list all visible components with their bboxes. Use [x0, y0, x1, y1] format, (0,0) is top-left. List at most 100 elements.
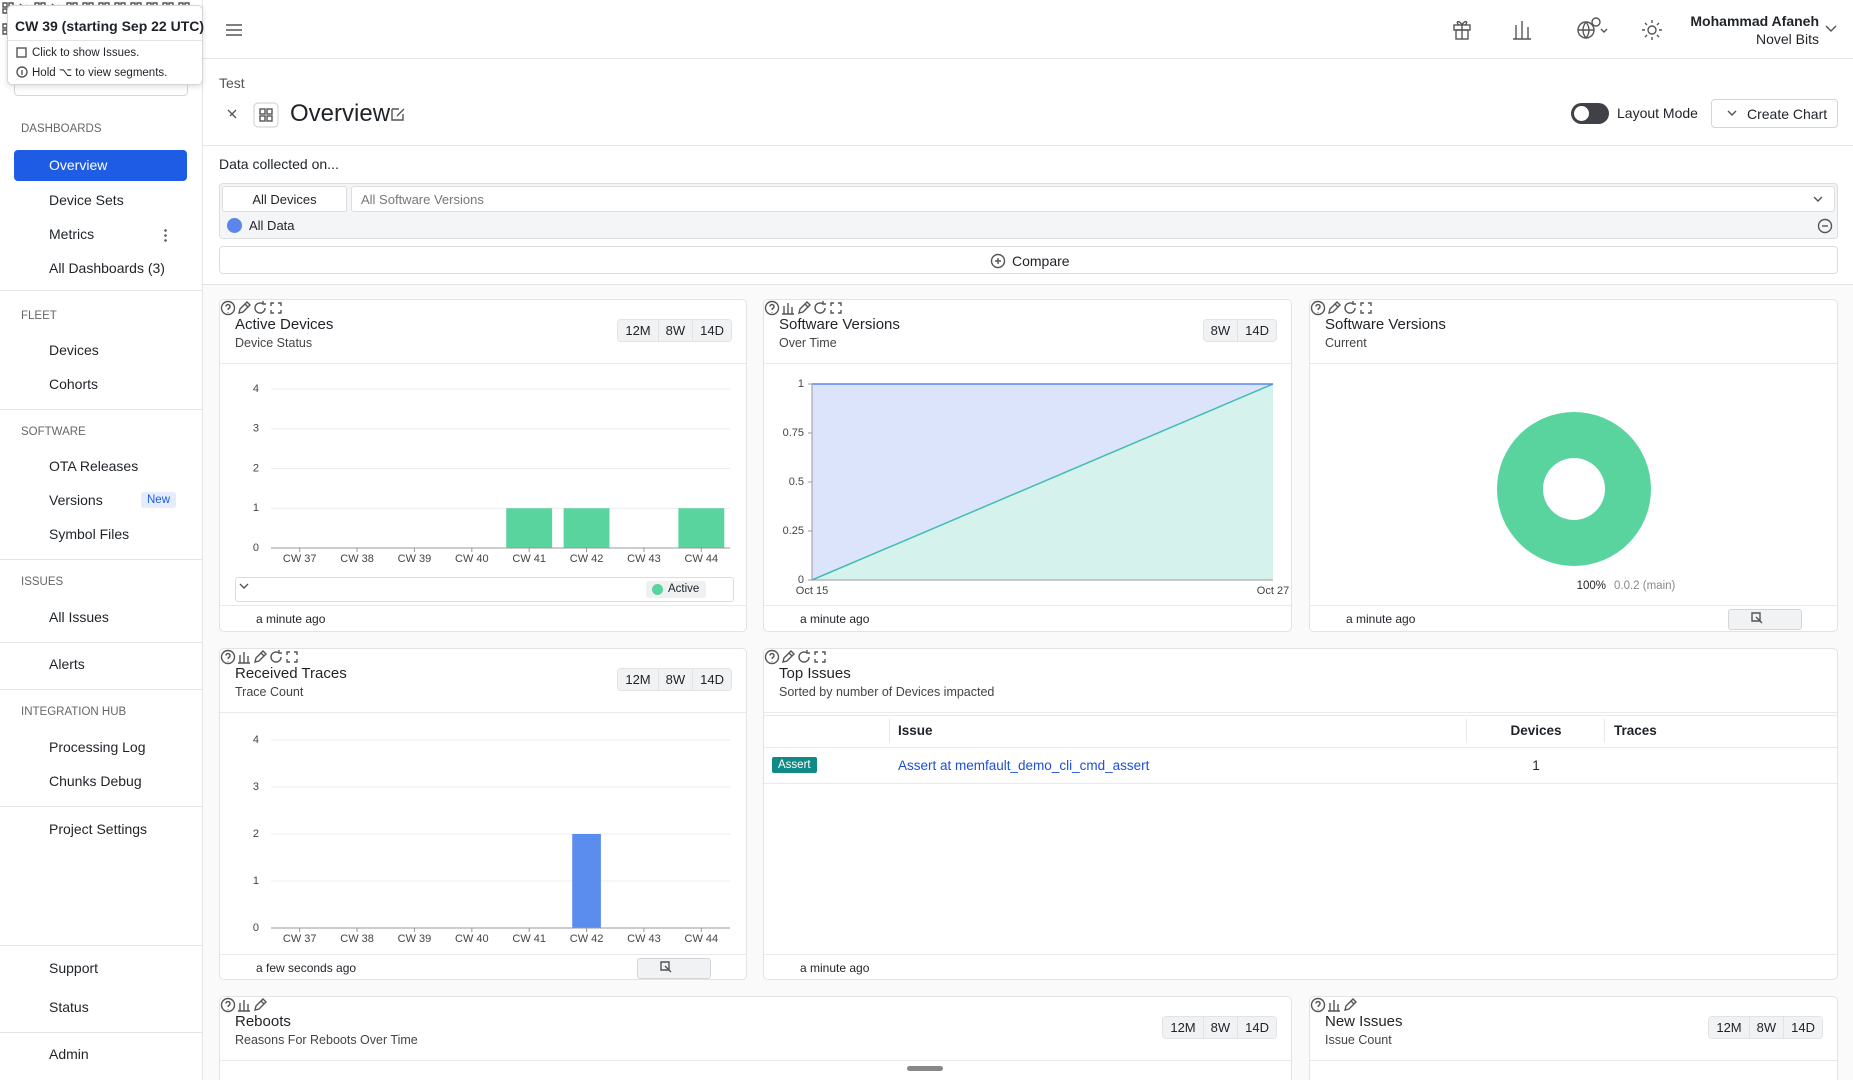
drilldown-button[interactable]: Drilldown	[1727, 609, 1802, 630]
legend-label: Active	[668, 583, 700, 595]
range-button[interactable]: 8W	[1203, 320, 1238, 341]
footer-divider	[764, 605, 1291, 606]
devices-select[interactable]: All Devices	[222, 186, 347, 212]
icon-path	[238, 652, 250, 664]
range-button[interactable]: 8W	[657, 320, 693, 341]
nav-item[interactable]: Support	[49, 960, 99, 976]
nav-item[interactable]: Admin	[49, 1046, 89, 1062]
nav-item[interactable]: Status	[49, 999, 89, 1015]
drilldown-button[interactable]: Drilldown	[636, 958, 711, 979]
segment-label[interactable]: All Data	[249, 218, 295, 233]
icon-path	[1360, 302, 1372, 314]
widget-subtitle: Device Status	[235, 336, 313, 350]
slice-value-label: 100%	[1577, 580, 1606, 592]
nav-item[interactable]: All Issues	[49, 609, 109, 625]
layout-toggle[interactable]	[1571, 103, 1609, 124]
nav-item[interactable]: OTA Releases	[49, 458, 139, 474]
create-chart-button[interactable]: Create Chart	[1711, 99, 1838, 128]
nav-item[interactable]: Chunks Debug	[49, 773, 142, 789]
range-button[interactable]: 12M	[1163, 1017, 1203, 1038]
compare-label: Compare	[1012, 253, 1070, 269]
x-tick-label: CW 41	[512, 933, 546, 945]
edit-title[interactable]	[390, 106, 406, 122]
nav-item[interactable]: Overview	[49, 157, 108, 173]
y-tick-label: 0	[253, 542, 259, 554]
header-divider	[1310, 363, 1837, 364]
edit-widget	[238, 301, 251, 314]
title-icons[interactable]	[224, 102, 284, 128]
range-button[interactable]: 14D	[1237, 320, 1276, 341]
legend-item[interactable]: Active	[646, 581, 707, 598]
nav-item[interactable]: Alerts	[49, 656, 85, 672]
x-tick-label: CW 43	[627, 553, 661, 565]
nav-item[interactable]: Cohorts	[49, 376, 99, 392]
range-button[interactable]: 14D	[1237, 1017, 1276, 1038]
chevron	[1727, 110, 1737, 116]
nav-item[interactable]: Devices	[49, 342, 99, 358]
footer-divider	[220, 954, 746, 955]
y-tick-label: 3	[253, 781, 259, 793]
widget-title: Software Versions	[1325, 316, 1446, 333]
header-divider	[220, 712, 746, 713]
compare-button[interactable]: Compare	[219, 246, 1838, 274]
chart-icon	[782, 303, 794, 315]
range-button[interactable]: 8W	[657, 669, 693, 690]
sidebar: DASHBOARDS Overview Device Sets Metrics All …	[0, 0, 203, 1080]
range-button[interactable]: 14D	[692, 669, 731, 690]
layout-mode-label[interactable]: Layout Mode	[1617, 105, 1698, 121]
icon-path	[782, 303, 794, 315]
x-tick-label: CW 43	[627, 933, 661, 945]
nav-item[interactable]: Device Sets	[49, 192, 124, 208]
range-button[interactable]: 8W	[1202, 1017, 1238, 1038]
range-button[interactable]: 14D	[1783, 1017, 1822, 1038]
sidebar-divider	[0, 945, 202, 946]
y-tick-label: 1	[253, 502, 259, 514]
issue-link[interactable]: Assert at memfault_demo_cli_cmd_assert	[898, 758, 1150, 773]
resize-handle[interactable]	[907, 1066, 943, 1071]
nav-item[interactable]: Symbol Files	[49, 526, 130, 542]
widget-subtitle: Over Time	[779, 336, 837, 350]
nav-item[interactable]: Metrics	[49, 226, 95, 242]
nav-item[interactable]: Processing Log	[49, 739, 146, 755]
table-line	[764, 715, 1837, 716]
y-tick-label: 2	[253, 462, 259, 474]
x-tick-label: CW 39	[398, 933, 432, 945]
versions-select[interactable]: All Software Versions	[351, 186, 1835, 212]
y-tick-label: 2	[253, 828, 259, 840]
icon-path	[830, 302, 842, 314]
range-button[interactable]: 14D	[692, 320, 731, 341]
breadcrumb[interactable]: Test	[219, 75, 245, 91]
help-icon	[220, 997, 236, 1013]
y-tick-label: 0	[253, 922, 259, 934]
remove-segment[interactable]	[1817, 218, 1833, 234]
range-button[interactable]: 12M	[618, 320, 658, 341]
y-tick-label: 4	[253, 383, 259, 395]
bar	[678, 508, 725, 548]
x-tick-label: CW 40	[455, 553, 489, 565]
icon-path	[1328, 1000, 1340, 1012]
range-group: 12M 8W 14D	[1708, 1016, 1823, 1039]
icon-path	[220, 649, 236, 665]
widget-subtitle: Reasons For Reboots Over Time	[235, 1033, 418, 1047]
nav-item[interactable]: All Dashboards (3)	[49, 260, 165, 276]
edit-widget	[254, 998, 267, 1011]
widget-card: New Issues Issue Count 12M 8W 14D	[1309, 996, 1838, 1080]
row-line	[764, 783, 1837, 784]
widget-subtitle: Issue Count	[1325, 1033, 1392, 1047]
menu-button[interactable]	[224, 20, 244, 40]
nav-item[interactable]: Project Settings	[49, 821, 148, 837]
user-name[interactable]: Mohammad Afaneh	[1690, 13, 1819, 29]
nav-item[interactable]: Versions	[49, 492, 103, 508]
org-name[interactable]: Novel Bits	[1755, 31, 1819, 47]
page-divider	[203, 145, 1853, 146]
range-group: 8W 14D	[1202, 319, 1277, 342]
range-button[interactable]: 8W	[1748, 1017, 1784, 1038]
user-chevron[interactable]	[1824, 24, 1838, 34]
range-button[interactable]: 12M	[618, 669, 658, 690]
range-button[interactable]: 12M	[1709, 1017, 1749, 1038]
widget-subtitle: Sorted by number of Devices impacted	[779, 685, 995, 699]
widget-title: Software Versions	[779, 316, 900, 333]
header-icons[interactable]	[1450, 17, 1670, 43]
refresh-icon	[1344, 301, 1356, 314]
